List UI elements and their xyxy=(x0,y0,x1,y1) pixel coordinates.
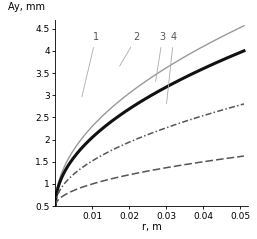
Text: 2: 2 xyxy=(120,32,140,66)
Text: 1: 1 xyxy=(82,32,99,97)
X-axis label: r, m: r, m xyxy=(142,222,161,232)
Text: 3: 3 xyxy=(156,32,166,81)
Y-axis label: Ay, mm: Ay, mm xyxy=(8,2,45,12)
Text: 4: 4 xyxy=(167,32,177,103)
